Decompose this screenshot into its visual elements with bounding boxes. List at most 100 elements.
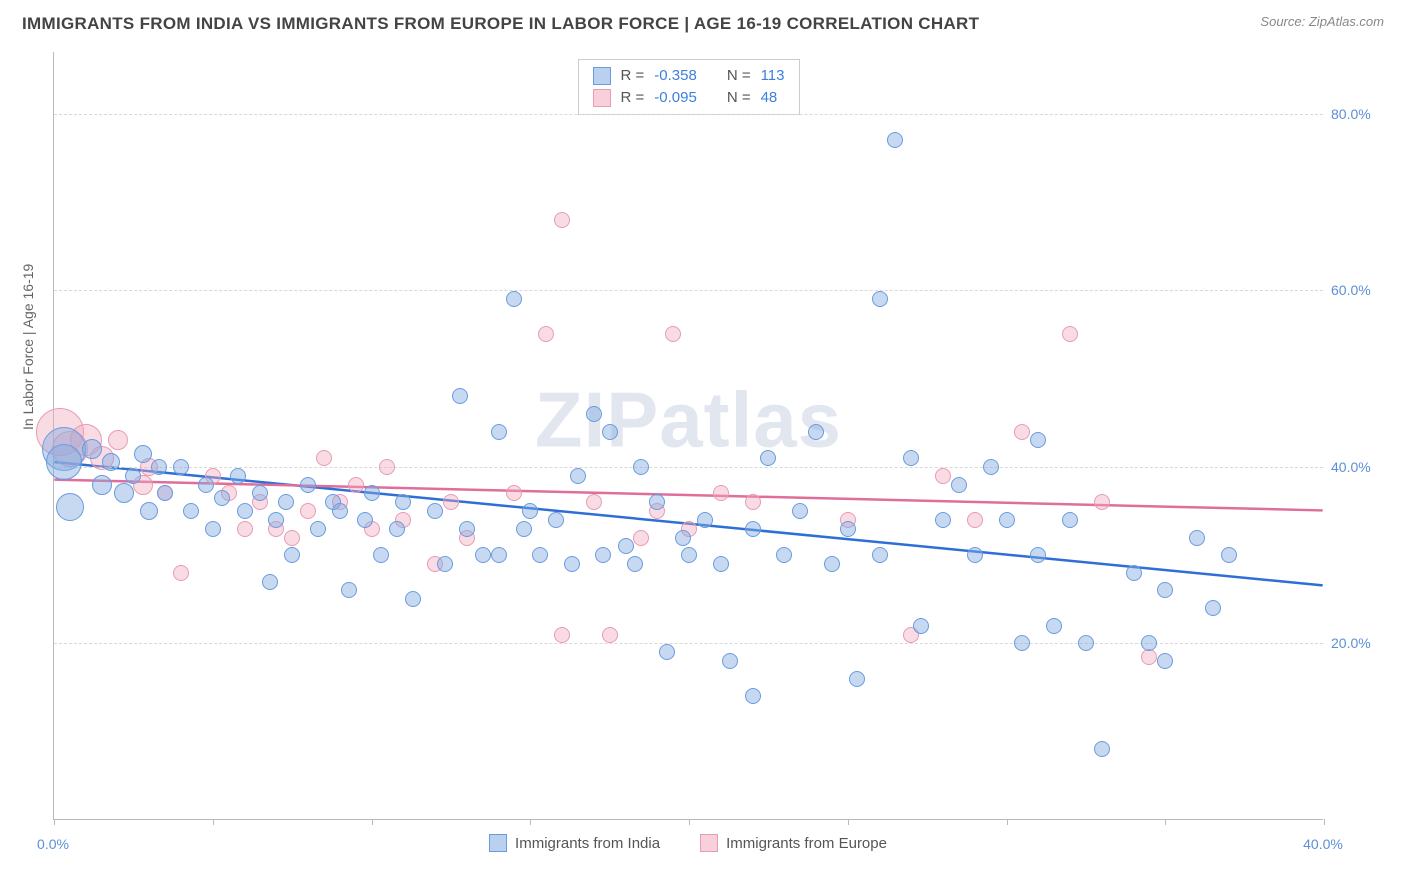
data-point-blue (198, 477, 214, 493)
data-point-blue (92, 475, 112, 495)
data-point-blue (602, 424, 618, 440)
data-point-pink (935, 468, 951, 484)
data-point-blue (364, 485, 380, 501)
data-point-blue (1141, 635, 1157, 651)
stat-r-value: -0.095 (654, 87, 697, 109)
data-point-pink (633, 530, 649, 546)
data-point-blue (516, 521, 532, 537)
data-point-blue (332, 503, 348, 519)
data-point-pink (284, 530, 300, 546)
x-axis-label: 0.0% (37, 836, 69, 852)
x-tick (1165, 819, 1166, 825)
data-point-blue (395, 494, 411, 510)
data-point-blue (114, 483, 134, 503)
data-point-pink (348, 477, 364, 493)
data-point-blue (491, 424, 507, 440)
data-point-blue (760, 450, 776, 466)
data-point-blue (935, 512, 951, 528)
stat-n-label: N = (727, 65, 751, 87)
data-point-pink (586, 494, 602, 510)
data-point-blue (262, 574, 278, 590)
data-point-blue (872, 547, 888, 563)
data-point-blue (310, 521, 326, 537)
data-point-blue (357, 512, 373, 528)
data-point-blue (300, 477, 316, 493)
data-point-blue (1078, 635, 1094, 651)
data-point-blue (967, 547, 983, 563)
data-point-blue (56, 493, 84, 521)
legend-swatch-blue (489, 834, 507, 852)
y-tick-label: 80.0% (1331, 106, 1381, 122)
data-point-blue (205, 521, 221, 537)
legend-item: Immigrants from Europe (700, 834, 887, 852)
data-point-blue (1014, 635, 1030, 651)
data-point-pink (665, 326, 681, 342)
data-point-blue (722, 653, 738, 669)
grid-line (54, 643, 1323, 644)
data-point-blue (697, 512, 713, 528)
x-axis-label: 40.0% (1303, 836, 1343, 852)
data-point-blue (1205, 600, 1221, 616)
stat-n-value: 48 (761, 87, 778, 109)
data-point-blue (776, 547, 792, 563)
data-point-blue (373, 547, 389, 563)
data-point-blue (284, 547, 300, 563)
data-point-blue (618, 538, 634, 554)
data-point-blue (951, 477, 967, 493)
data-point-pink (602, 627, 618, 643)
data-point-pink (237, 521, 253, 537)
data-point-blue (649, 494, 665, 510)
data-point-pink (967, 512, 983, 528)
data-point-blue (82, 439, 102, 459)
data-point-blue (252, 485, 268, 501)
data-point-blue (586, 406, 602, 422)
data-point-blue (102, 453, 120, 471)
data-point-blue (278, 494, 294, 510)
x-tick (54, 819, 55, 825)
grid-line (54, 467, 1323, 468)
data-point-pink (300, 503, 316, 519)
data-point-blue (1094, 741, 1110, 757)
data-point-pink (554, 212, 570, 228)
chart-title: IMMIGRANTS FROM INDIA VS IMMIGRANTS FROM… (22, 14, 979, 34)
data-point-blue (1126, 565, 1142, 581)
data-point-blue (459, 521, 475, 537)
data-point-blue (532, 547, 548, 563)
grid-line (54, 114, 1323, 115)
data-point-blue (1157, 653, 1173, 669)
data-point-pink (316, 450, 332, 466)
data-point-blue (887, 132, 903, 148)
data-point-blue (506, 291, 522, 307)
data-point-pink (379, 459, 395, 475)
stat-swatch-pink (593, 89, 611, 107)
data-point-blue (157, 485, 173, 501)
data-point-pink (538, 326, 554, 342)
data-point-blue (745, 688, 761, 704)
data-point-blue (824, 556, 840, 572)
legend: Immigrants from IndiaImmigrants from Eur… (53, 834, 1323, 852)
data-point-blue (427, 503, 443, 519)
data-point-pink (506, 485, 522, 501)
trend-lines (54, 52, 1323, 819)
x-tick (213, 819, 214, 825)
data-point-blue (872, 291, 888, 307)
data-point-blue (595, 547, 611, 563)
data-point-blue (1030, 432, 1046, 448)
data-point-blue (1221, 547, 1237, 563)
data-point-blue (134, 445, 152, 463)
stats-box: R =-0.358N =113R =-0.095N =48 (578, 59, 800, 115)
data-point-blue (125, 468, 141, 484)
data-point-blue (183, 503, 199, 519)
data-point-blue (522, 503, 538, 519)
source-credit: Source: ZipAtlas.com (1260, 14, 1384, 29)
stat-r-value: -0.358 (654, 65, 697, 87)
stats-row: R =-0.095N =48 (593, 87, 785, 109)
data-point-blue (999, 512, 1015, 528)
data-point-blue (140, 502, 158, 520)
data-point-blue (1030, 547, 1046, 563)
title-bar: IMMIGRANTS FROM INDIA VS IMMIGRANTS FROM… (0, 0, 1406, 42)
data-point-pink (443, 494, 459, 510)
data-point-blue (173, 459, 189, 475)
source-link[interactable]: ZipAtlas.com (1309, 14, 1384, 29)
stat-n-label: N = (727, 87, 751, 109)
